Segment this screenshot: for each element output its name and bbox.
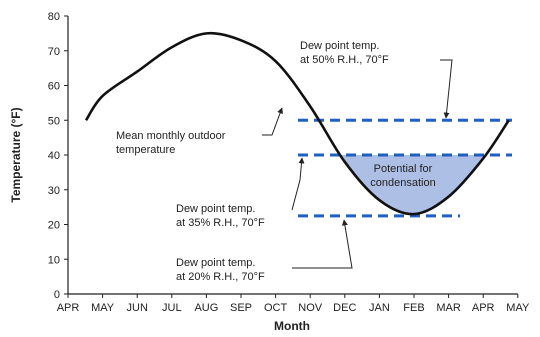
- dew20-arrow: [292, 219, 353, 269]
- condensation-label-line2: condensation: [370, 177, 435, 189]
- dew35-arrow: [291, 157, 305, 211]
- x-tick-label: JUN: [127, 302, 148, 314]
- annotation-arrows-layer: [262, 59, 453, 269]
- x-tick-label: MAY: [91, 302, 115, 314]
- x-tick-label: MAY: [506, 302, 530, 314]
- condensation-label-line1: Potential for: [374, 163, 433, 175]
- x-tick-label: JAN: [369, 302, 390, 314]
- y-tick-label: 10: [48, 254, 60, 266]
- y-tick-label: 40: [48, 150, 60, 162]
- y-tick-label: 20: [48, 220, 60, 232]
- x-tick-label: APR: [472, 302, 495, 314]
- reference-lines-layer: [298, 118, 512, 218]
- dew20-label-line2: at 20% R.H., 70°F: [176, 271, 265, 283]
- dew20-label-bg: [170, 254, 290, 284]
- mean-temp-arrow: [262, 107, 283, 136]
- x-tick-label: MAR: [436, 302, 461, 314]
- dew35-label-line1: Dew point temp.: [176, 203, 255, 215]
- mean-temp-label-line2: temperature: [116, 144, 175, 156]
- mean-temp-label-bg: [112, 127, 260, 157]
- y-tick-label: 0: [54, 289, 60, 301]
- dew35-label-bg: [170, 200, 290, 230]
- y-tick-label: 60: [48, 81, 60, 93]
- dew35-label-line2: at 35% R.H., 70°F: [176, 217, 265, 229]
- series-layer: [84, 31, 510, 216]
- x-axis-title: Month: [274, 319, 310, 333]
- x-tick-label: AUG: [194, 302, 218, 314]
- dew50-arrow: [440, 59, 453, 119]
- y-tick-label: 80: [48, 11, 60, 23]
- x-tick-label: OCT: [264, 302, 288, 314]
- dew20-label-line1: Dew point temp.: [176, 257, 255, 269]
- mean-temperature-line: [84, 31, 510, 216]
- y-tick-label: 50: [48, 115, 60, 127]
- y-tick-label: 70: [48, 46, 60, 58]
- x-tick-label: NOV: [298, 302, 323, 314]
- x-tick-label: DEC: [333, 302, 356, 314]
- x-tick-label: FEB: [403, 302, 424, 314]
- x-tick-label: SEP: [230, 302, 252, 314]
- dew50-label-line1: Dew point temp.: [300, 40, 379, 52]
- axes-layer: 0 10 20 30 40 50 60 70 80 APR MAY JUN JUL AUG SEP OCT NO…: [48, 11, 530, 314]
- mean-temp-label-line1: Mean monthly outdoor: [116, 130, 226, 142]
- condensation-region-layer: [86, 155, 509, 215]
- y-axis-title: Temperature (°F): [9, 107, 23, 202]
- y-tick-label: 30: [48, 185, 60, 197]
- dew50-label-line2: at 50% R.H., 70°F: [300, 54, 389, 66]
- x-tick-label: APR: [57, 302, 80, 314]
- condensation-region: [86, 155, 509, 215]
- x-tick-label: JUL: [162, 302, 182, 314]
